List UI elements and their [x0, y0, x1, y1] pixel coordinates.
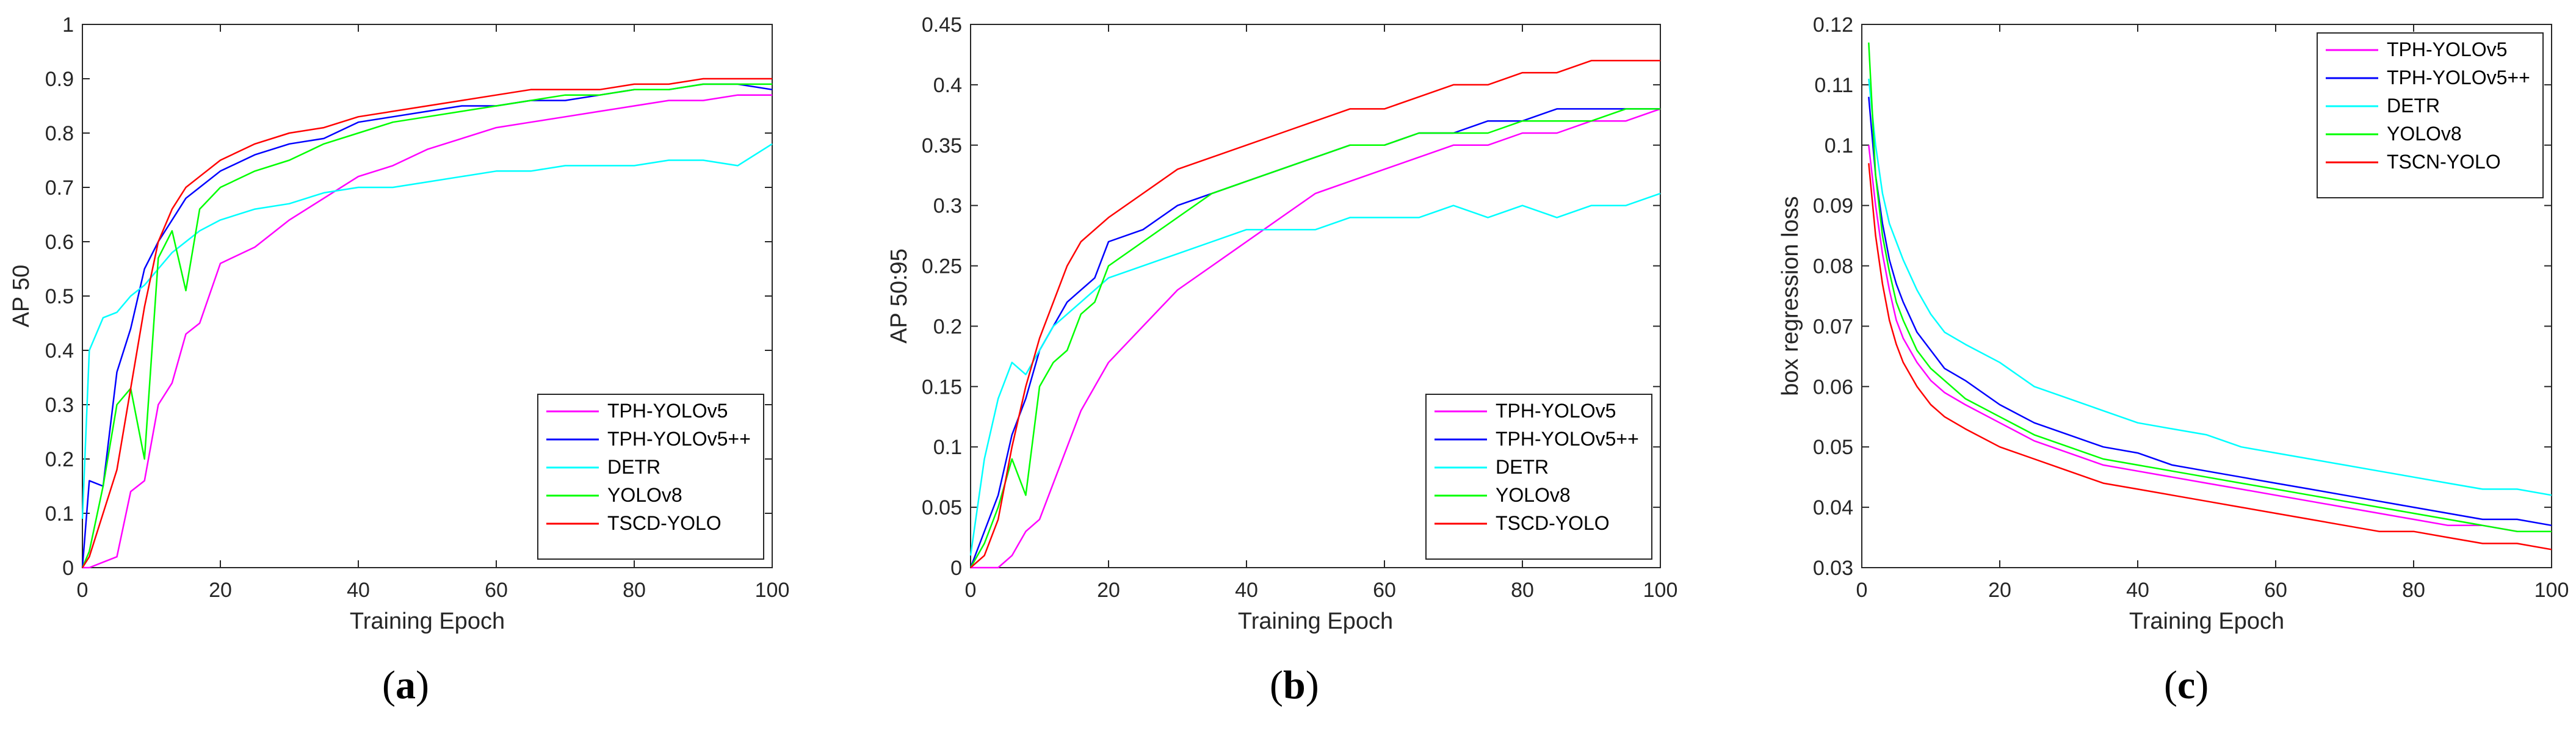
- y-tick-label: 0.05: [1813, 436, 1853, 459]
- caption-b: (b): [1270, 663, 1319, 707]
- legend-label: TSCD-YOLO: [1496, 512, 1610, 534]
- y-tick-label: 0.04: [1813, 496, 1853, 519]
- x-tick-label: 20: [209, 579, 232, 602]
- x-tick-label: 0: [77, 579, 89, 602]
- series-line-detr: [81, 143, 773, 519]
- series-line-tph-yolov5: [1868, 145, 2552, 532]
- x-tick-label: 0: [1856, 579, 1868, 602]
- series-line-yolov8: [1868, 42, 2552, 532]
- x-tick-label: 60: [1373, 579, 1396, 602]
- y-tick-label: 0.3: [45, 394, 74, 417]
- y-tick-label: 0.6: [45, 231, 74, 254]
- legend-label: TSCD-YOLO: [607, 512, 722, 534]
- chart-c: 0 20 40 60 80 100 0.03 0.04 0.05 0.06 0.07 0.08 0.09…: [1778, 13, 2569, 634]
- series-line-yolov8: [81, 83, 772, 568]
- legend-label: TPH-YOLOv5++: [2387, 67, 2530, 89]
- y-tick-label: 0.3: [933, 195, 962, 218]
- legend-label: TPH-YOLOv5: [2387, 38, 2507, 60]
- y-tick-label: 0.1: [933, 436, 962, 459]
- x-tick-label: 20: [1097, 579, 1120, 602]
- x-tick-label: 80: [623, 579, 646, 602]
- y-tick-label: 0.2: [933, 315, 962, 338]
- legend-label: YOLOv8: [607, 484, 682, 506]
- legend: [2317, 32, 2544, 198]
- series-line-tscn-yolo: [1868, 163, 2552, 551]
- y-tick-label: 0.08: [1813, 255, 1853, 278]
- y-tick-label: 0.03: [1813, 557, 1853, 580]
- legend: [1425, 394, 1652, 560]
- y-tick-label: 0: [62, 557, 74, 580]
- x-tick-label: 40: [2126, 579, 2149, 602]
- y-tick-label: 0.15: [922, 375, 962, 399]
- legend-label: DETR: [2387, 95, 2440, 117]
- y-tick-label: 0.06: [1813, 375, 1853, 399]
- y-tick-label: 0.05: [922, 496, 962, 519]
- x-tick-label: 40: [1235, 579, 1258, 602]
- series-line-tph-yolov5: [971, 108, 1661, 569]
- x-tick-label: 60: [2264, 579, 2287, 602]
- legend: [537, 394, 764, 560]
- series-line-tscd-yolo: [970, 60, 1660, 568]
- y-tick-label: 0.9: [45, 68, 74, 91]
- y-tick-label: 0.8: [45, 122, 74, 145]
- legend-label: DETR: [607, 456, 660, 478]
- caption-a: (a): [382, 663, 429, 707]
- y-axis-label: AP 50: [9, 265, 34, 328]
- y-tick-label: 0.1: [1825, 134, 1853, 157]
- y-tick-label: 0.7: [45, 176, 74, 200]
- legend-label: TSCN-YOLO: [2387, 151, 2501, 173]
- series-line-detr: [969, 192, 1661, 556]
- x-axis-label: Training Epoch: [2129, 609, 2284, 634]
- y-tick-label: 0.45: [922, 13, 962, 37]
- series-line-yolov8: [969, 108, 1660, 568]
- y-tick-label: 0.25: [922, 255, 962, 278]
- y-tick-label: 0.2: [45, 448, 74, 471]
- x-tick-label: 100: [2534, 579, 2569, 602]
- x-tick-label: 60: [485, 579, 508, 602]
- y-tick-label: 0.35: [922, 134, 962, 157]
- y-tick-label: 0.07: [1813, 315, 1853, 338]
- x-tick-label: 0: [965, 579, 977, 602]
- series-line-detr: [1868, 78, 2552, 496]
- x-tick-label: 100: [1643, 579, 1678, 602]
- legend-label: TPH-YOLOv5++: [607, 428, 751, 450]
- legend-label: TPH-YOLOv5: [1496, 400, 1616, 422]
- y-tick-label: 0.5: [45, 285, 74, 308]
- y-axis-label: AP 50:95: [886, 248, 912, 344]
- x-tick-label: 80: [1511, 579, 1534, 602]
- x-tick-label: 40: [347, 579, 370, 602]
- legend-label: YOLOv8: [1496, 484, 1571, 506]
- caption-c: (c): [2164, 663, 2209, 707]
- series-line-tscd-yolo: [81, 78, 772, 568]
- x-axis-label: Training Epoch: [1238, 609, 1393, 634]
- y-tick-label: 1: [62, 13, 74, 37]
- legend-label: YOLOv8: [2387, 123, 2462, 145]
- y-tick-label: 0.09: [1813, 195, 1853, 218]
- legend-label: TPH-YOLOv5: [607, 400, 728, 422]
- y-axis-label: box regression loss: [1778, 196, 1803, 396]
- x-tick-label: 80: [2402, 579, 2425, 602]
- y-tick-label: 0: [950, 557, 962, 580]
- y-tick-label: 0.1: [45, 502, 74, 526]
- series-line-tph-yolov5-: [1868, 96, 2552, 527]
- chart-a: 0 20 40 60 80 100 0 0.1 0.2 0.3 0.4 0.5 0.6 0.7 0.8 0.9…: [9, 13, 789, 634]
- x-tick-label: 20: [1988, 579, 2011, 602]
- y-tick-label: 0.12: [1813, 13, 1853, 37]
- series-line-tph-yolov5: [82, 94, 772, 569]
- legend-label: TPH-YOLOv5++: [1496, 428, 1639, 450]
- chart-b: 0 20 40 60 80 100 0 0.05 0.1 0.15 0.2 0.25 0.3 0.35 0.…: [886, 13, 1677, 634]
- y-tick-label: 0.11: [1814, 74, 1853, 97]
- y-tick-label: 0.4: [45, 339, 74, 363]
- legend-label: DETR: [1496, 456, 1549, 478]
- y-tick-label: 0.4: [933, 74, 962, 97]
- x-tick-label: 100: [755, 579, 790, 602]
- x-axis-label: Training Epoch: [350, 609, 505, 634]
